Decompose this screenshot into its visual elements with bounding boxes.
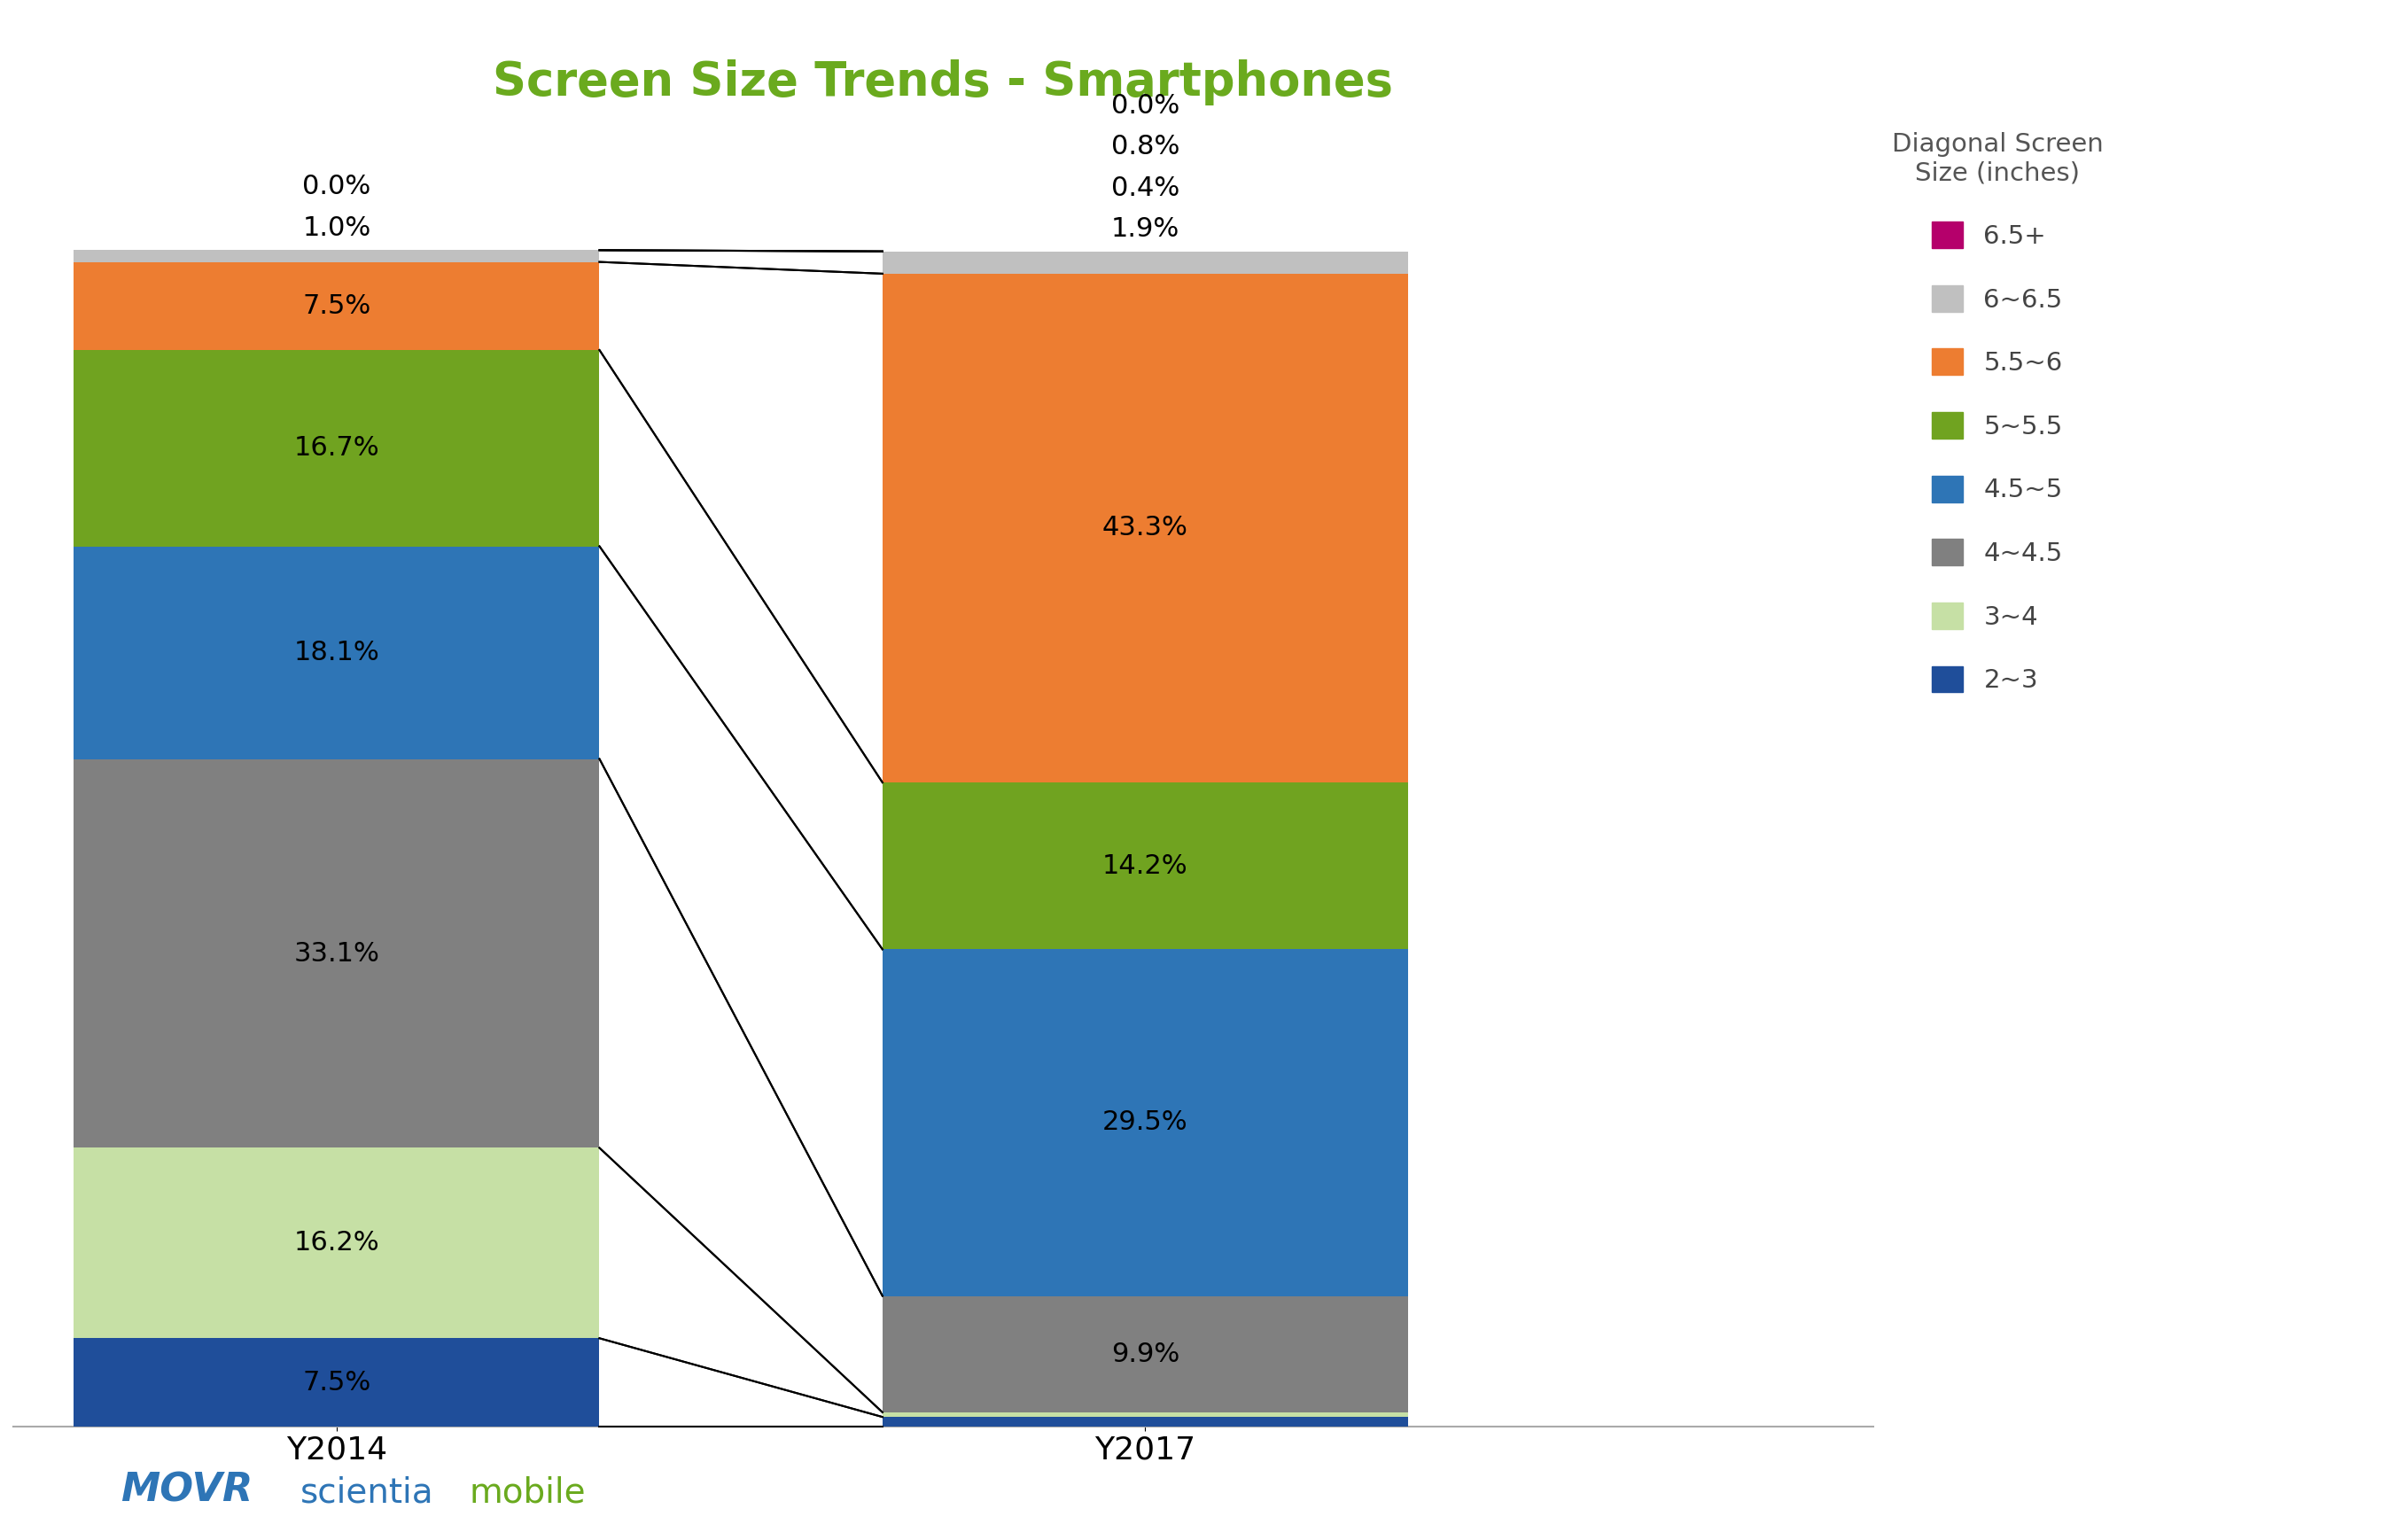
Text: 14.2%: 14.2% (1101, 853, 1188, 879)
Bar (883, 1297, 1407, 1412)
Bar (883, 251, 1407, 274)
Bar (75, 350, 599, 547)
Text: 0.8%: 0.8% (1111, 134, 1178, 160)
Bar (883, 949, 1407, 1297)
Text: 16.7%: 16.7% (293, 436, 380, 460)
Bar (75, 262, 599, 350)
Bar (75, 1338, 599, 1426)
Bar (75, 1147, 599, 1338)
Bar (75, 759, 599, 1147)
Text: 33.1%: 33.1% (293, 941, 380, 966)
Text: 18.1%: 18.1% (293, 639, 380, 665)
Legend: 6.5+, 6~6.5, 5.5~6, 5~5.5, 4.5~5, 4~4.5, 3~4, 2~3: 6.5+, 6~6.5, 5.5~6, 5~5.5, 4.5~5, 4~4.5,… (1890, 132, 2102, 693)
Text: 29.5%: 29.5% (1101, 1110, 1188, 1135)
Text: 16.2%: 16.2% (293, 1230, 380, 1257)
Text: scientia: scientia (301, 1475, 433, 1509)
Bar (883, 782, 1407, 949)
Bar (75, 547, 599, 759)
Text: 0.0%: 0.0% (1111, 92, 1178, 119)
Bar (75, 249, 599, 262)
Text: 1.0%: 1.0% (303, 216, 370, 240)
Text: MOVR: MOVR (120, 1471, 253, 1509)
Text: 7.5%: 7.5% (303, 293, 370, 319)
Text: 43.3%: 43.3% (1101, 516, 1188, 541)
Title: Screen Size Trends - Smartphones: Screen Size Trends - Smartphones (493, 60, 1392, 106)
Bar (883, 274, 1407, 782)
Text: 1.9%: 1.9% (1111, 216, 1178, 242)
Text: mobile: mobile (469, 1475, 584, 1509)
Text: 7.5%: 7.5% (303, 1369, 370, 1395)
Text: 0.4%: 0.4% (1111, 176, 1178, 200)
Text: 0.0%: 0.0% (303, 174, 370, 200)
Bar (883, 1412, 1407, 1417)
Bar (883, 1417, 1407, 1426)
Text: 9.9%: 9.9% (1111, 1341, 1178, 1368)
